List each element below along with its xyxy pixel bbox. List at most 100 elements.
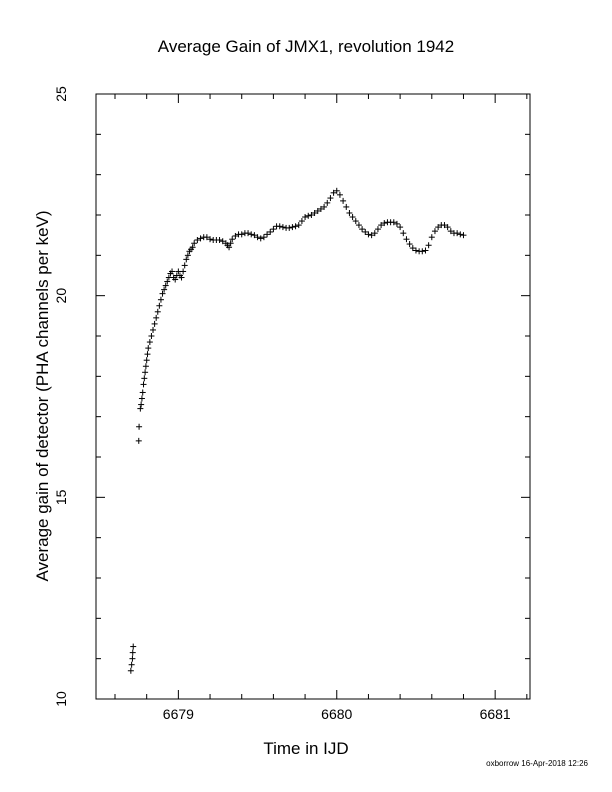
- data-point: [161, 286, 168, 293]
- y-tick-label: 20: [53, 288, 69, 304]
- data-point: [460, 232, 467, 239]
- data-point: [295, 222, 302, 229]
- data-points: [127, 187, 467, 674]
- data-point: [428, 234, 435, 241]
- data-point: [368, 232, 375, 239]
- data-point: [403, 236, 410, 243]
- data-point: [164, 278, 171, 285]
- data-point: [251, 232, 258, 239]
- data-point: [400, 230, 407, 237]
- data-point: [151, 320, 158, 327]
- data-point: [340, 197, 347, 204]
- data-point: [156, 302, 163, 309]
- data-point: [154, 308, 161, 315]
- data-point: [355, 222, 362, 229]
- data-point: [232, 232, 239, 239]
- y-axis-label: Average gain of detector (PHA channels p…: [33, 210, 52, 581]
- data-point: [352, 218, 359, 225]
- data-point: [286, 224, 293, 231]
- data-point: [343, 203, 350, 210]
- data-point: [219, 238, 226, 245]
- x-tick-label: 6680: [321, 706, 352, 722]
- data-point: [191, 240, 198, 247]
- data-point: [336, 191, 343, 198]
- data-point: [349, 214, 356, 221]
- data-point: [245, 230, 252, 237]
- data-point: [138, 395, 145, 402]
- data-point: [184, 252, 191, 259]
- data-point: [308, 212, 315, 218]
- data-point: [425, 242, 432, 249]
- data-point: [422, 247, 429, 254]
- data-point: [378, 222, 385, 229]
- data-point: [419, 248, 426, 255]
- data-point: [129, 655, 136, 662]
- data-point: [314, 207, 321, 214]
- data-point: [330, 189, 337, 196]
- data-point: [138, 401, 145, 408]
- data-point: [365, 231, 372, 238]
- data-point: [260, 234, 267, 241]
- data-point: [135, 437, 142, 444]
- y-tick-label: 25: [53, 86, 69, 102]
- data-point: [159, 290, 166, 297]
- data-point: [457, 231, 464, 238]
- data-point: [270, 226, 277, 233]
- data-point: [142, 369, 149, 376]
- plot-frame: [95, 93, 531, 700]
- data-point: [254, 234, 261, 241]
- y-axis-ticks: 10 15 20 25: [53, 86, 530, 707]
- data-point: [279, 224, 286, 231]
- data-point: [324, 199, 331, 206]
- data-point: [406, 241, 413, 248]
- data-point: [194, 237, 201, 244]
- data-point: [203, 234, 210, 241]
- data-point: [150, 326, 157, 333]
- data-point: [189, 244, 196, 251]
- data-point: [257, 235, 264, 242]
- data-point: [454, 230, 461, 237]
- data-point: [238, 231, 245, 238]
- x-axis-label: Time in IJD: [263, 739, 348, 758]
- data-point: [226, 244, 233, 251]
- data-point: [374, 226, 381, 233]
- data-point: [143, 357, 150, 364]
- data-point: [141, 375, 148, 382]
- data-point: [397, 224, 404, 231]
- chart-title: Average Gain of JMX1, revolution 1942: [158, 37, 454, 56]
- data-point: [359, 226, 366, 233]
- data-point: [292, 223, 299, 230]
- data-point: [207, 236, 214, 243]
- data-point: [180, 268, 187, 275]
- data-point: [129, 649, 136, 656]
- y-tick-label: 15: [53, 489, 69, 505]
- data-point: [148, 333, 155, 339]
- data-point: [321, 203, 328, 210]
- data-point: [276, 223, 283, 230]
- data-point: [172, 276, 179, 283]
- x-tick-label: 6679: [163, 706, 194, 722]
- data-point: [181, 262, 188, 269]
- data-point: [127, 667, 134, 674]
- data-point: [216, 237, 223, 244]
- data-point: [136, 423, 143, 430]
- data-point: [169, 268, 176, 275]
- data-point: [178, 274, 185, 281]
- data-point: [162, 282, 169, 289]
- data-point: [229, 236, 236, 243]
- data-point: [362, 228, 369, 235]
- data-point: [227, 240, 234, 247]
- data-point: [431, 228, 438, 235]
- data-point: [128, 661, 135, 668]
- data-point: [183, 256, 190, 263]
- data-point: [302, 214, 309, 221]
- x-tick-label: 6681: [480, 706, 511, 722]
- data-point: [146, 339, 153, 346]
- data-point: [248, 231, 255, 238]
- data-point: [137, 405, 144, 412]
- data-point: [264, 231, 271, 238]
- data-point: [289, 224, 296, 231]
- data-point: [333, 187, 340, 194]
- data-point: [447, 228, 454, 235]
